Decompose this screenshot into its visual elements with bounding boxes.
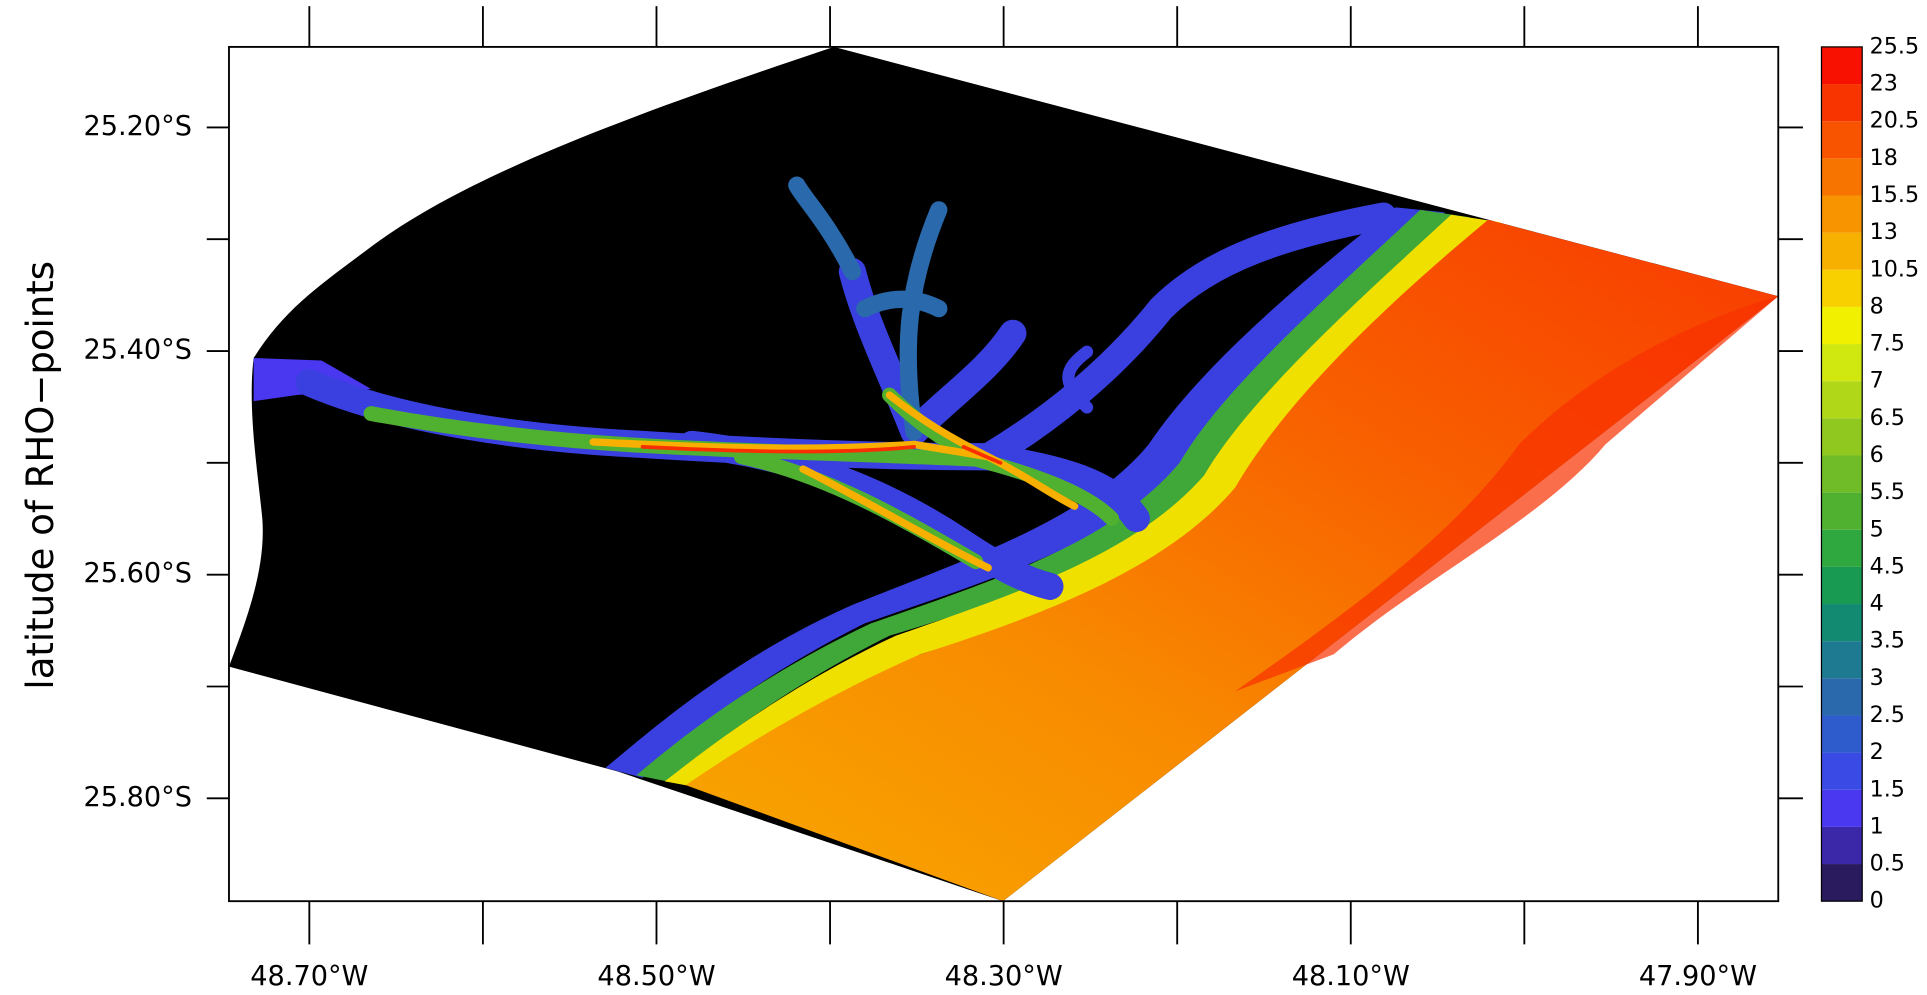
colorbar-label: 8 xyxy=(1870,293,1884,319)
colorbar-label: 7.5 xyxy=(1870,331,1905,357)
x-tick-label: 47.90°W xyxy=(1639,961,1757,992)
x-tick-label: 48.50°W xyxy=(597,961,715,992)
colorbar-band xyxy=(1821,604,1862,641)
colorbar-band xyxy=(1821,84,1862,121)
colorbar-band xyxy=(1821,790,1862,827)
colorbar-label: 5.5 xyxy=(1870,479,1905,505)
colorbar-label: 25.5 xyxy=(1870,33,1919,59)
colorbar-label: 0.5 xyxy=(1870,851,1905,877)
colorbar-band xyxy=(1821,827,1862,864)
colorbar-band xyxy=(1821,530,1862,567)
colorbar-label: 2.5 xyxy=(1870,702,1905,728)
colorbar-label: 4 xyxy=(1870,591,1884,617)
y-tick-label: 25.80°S xyxy=(83,782,192,813)
y-axis-label: latitude of RHO−points xyxy=(19,261,62,690)
colorbar-label: 10.5 xyxy=(1870,256,1919,282)
colorbar-band xyxy=(1821,418,1862,455)
colorbar-band xyxy=(1821,121,1862,158)
colorbar-label: 23 xyxy=(1870,71,1898,97)
colorbar-label: 13 xyxy=(1870,219,1898,245)
colorbar-label: 20.5 xyxy=(1870,108,1919,134)
colorbar-band xyxy=(1821,381,1862,418)
colorbar-label: 18 xyxy=(1870,145,1898,171)
colorbar-label: 3 xyxy=(1870,665,1884,691)
colorbar-band xyxy=(1821,678,1862,715)
colorbar-band xyxy=(1821,641,1862,678)
y-tick-label: 25.60°S xyxy=(83,558,192,589)
x-tick-label: 48.70°W xyxy=(250,961,368,992)
colorbar-label: 1 xyxy=(1870,813,1884,839)
colorbar-band xyxy=(1821,233,1862,270)
colorbar-band xyxy=(1821,567,1862,604)
colorbar-label: 2 xyxy=(1870,739,1884,765)
colorbar-band xyxy=(1821,195,1862,232)
y-tick-label: 25.40°S xyxy=(83,335,192,366)
colorbar-label: 15.5 xyxy=(1870,182,1919,208)
x-tick-label: 48.10°W xyxy=(1292,961,1410,992)
colorbar-label: 5 xyxy=(1870,516,1884,542)
colorbar-band xyxy=(1821,47,1862,84)
colorbar-label: 0 xyxy=(1870,888,1884,914)
colorbar-label: 6.5 xyxy=(1870,405,1905,431)
x-tick-label: 48.30°W xyxy=(945,961,1063,992)
colorbar-band xyxy=(1821,715,1862,752)
colorbar: 0 0.5 1 1.5 2 2.5 3 3.5 4 4.5 5 5.5 6 6.5 7 7.5 8 10.5 13 1… xyxy=(1821,33,1919,913)
page: {"map": { "y_label": "latitude of RHO\u2… xyxy=(0,0,1927,995)
colorbar-band xyxy=(1821,344,1862,381)
colorbar-band xyxy=(1821,270,1862,307)
colorbar-label: 6 xyxy=(1870,442,1884,468)
y-tick-label: 25.20°S xyxy=(83,111,192,142)
colorbar-label: 4.5 xyxy=(1870,553,1905,579)
colorbar-label: 1.5 xyxy=(1870,776,1905,802)
colorbar-band xyxy=(1821,864,1862,901)
field xyxy=(229,47,1778,901)
colorbar-band xyxy=(1821,493,1862,530)
map-figure: latitude of RHO−points 48.70°W 48.50°W 48.… xyxy=(0,0,1927,995)
colorbar-band xyxy=(1821,307,1862,344)
colorbar-band xyxy=(1821,753,1862,790)
colorbar-band xyxy=(1821,158,1862,195)
colorbar-label: 7 xyxy=(1870,368,1884,394)
colorbar-label: 3.5 xyxy=(1870,628,1905,654)
colorbar-band xyxy=(1821,455,1862,492)
